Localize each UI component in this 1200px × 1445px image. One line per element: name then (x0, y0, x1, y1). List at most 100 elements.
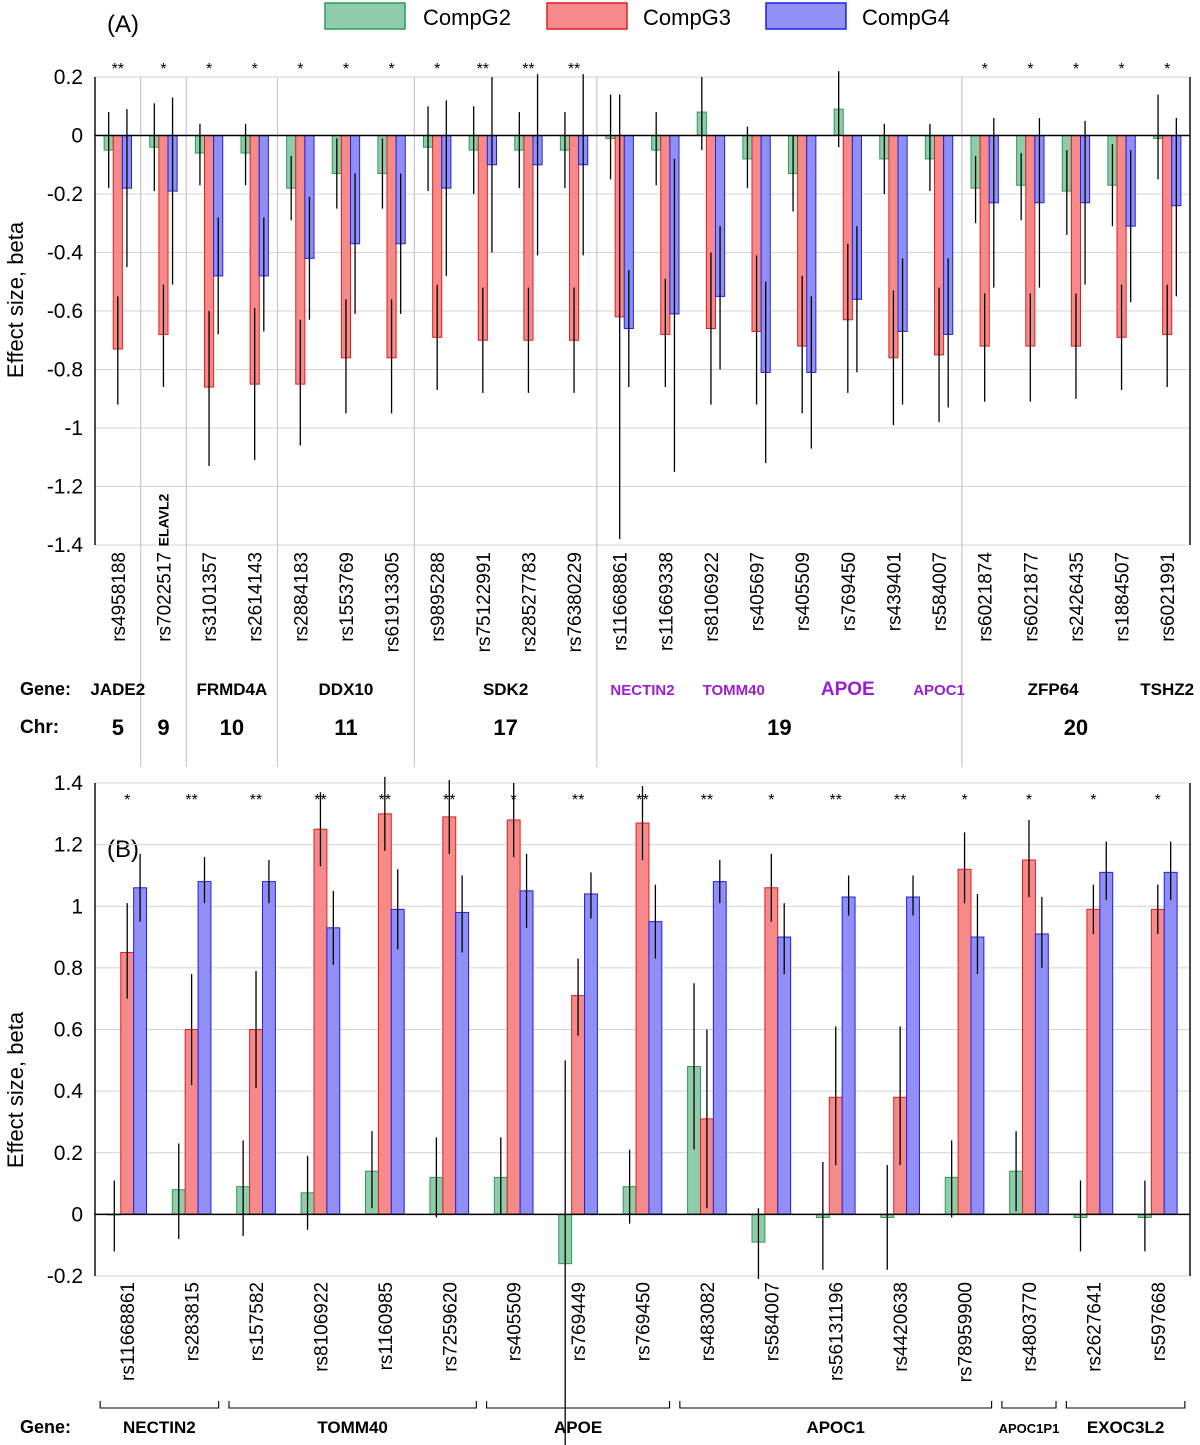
bar-compg4 (1034, 933, 1049, 1215)
y-tick-label: -1.2 (47, 476, 83, 499)
y-tick-label: -0.6 (47, 300, 83, 323)
chromosome-label: 11 (334, 715, 357, 740)
significance-marker: * (252, 61, 258, 78)
significance-marker: ** (250, 792, 262, 809)
gene-label: APOE (554, 1418, 602, 1437)
x-tick-label: rs405509 (505, 1282, 526, 1361)
y-tick-label: -0.2 (47, 183, 83, 206)
x-tick-label: rs6021991 (1158, 552, 1179, 642)
y-tick-label: 0.6 (54, 1019, 83, 1042)
x-tick-label: rs75122991 (474, 552, 495, 652)
panel-a-label: (A) (107, 11, 139, 38)
significance-marker: * (1155, 792, 1161, 809)
x-tick-label: rs597668 (1149, 1282, 1170, 1361)
y-tick-label: -1 (64, 417, 83, 440)
y-tick-label: 0 (71, 125, 83, 148)
x-tick-label: rs11669338 (656, 552, 677, 651)
gene-label: ZFP64 (1028, 680, 1080, 699)
chromosome-label: 20 (1064, 715, 1088, 740)
panel-a-chart: (A) Effect size, beta 0.2 0 -0.2 -0.4 -0.6 -0… (3, 11, 1194, 767)
gene-bracket (1065, 1401, 1186, 1409)
x-tick-label: rs6021877 (1021, 552, 1042, 642)
significance-marker: ** (379, 792, 391, 809)
x-tick-label: rs584007 (762, 1282, 783, 1361)
x-tick-label: rs405697 (748, 552, 769, 631)
bar-compg3 (635, 822, 650, 1215)
panel-b-gene-row-label: Gene: (20, 1417, 71, 1437)
y-tick-label: 0 (71, 1203, 83, 1226)
x-tick-label: rs769450 (839, 552, 860, 631)
bar-compg4 (133, 887, 148, 1215)
significance-marker: ** (830, 792, 842, 809)
chromosome-label: 5 (112, 715, 124, 740)
x-tick-label: rs439401 (884, 552, 905, 631)
significance-marker: * (982, 61, 988, 78)
x-tick-label: rs6021874 (976, 552, 997, 642)
y-tick-label: 0.2 (54, 1142, 83, 1165)
x-tick-label: rs7022517 (154, 552, 175, 642)
y-tick-label: 1.4 (54, 772, 84, 795)
x-tick-label: rs11668861 (611, 552, 632, 651)
panel-b-label: (B) (107, 836, 139, 863)
x-tick-label: rs28527783 (519, 552, 540, 652)
y-tick-label: -0.2 (47, 1265, 83, 1288)
significance-marker: ** (477, 61, 489, 78)
gene-label: APOE (821, 679, 875, 700)
significance-marker: * (1026, 792, 1032, 809)
chromosome-label: 10 (220, 715, 244, 740)
x-tick-label: rs157582 (247, 1282, 268, 1361)
y-tick-label: -0.8 (47, 359, 83, 382)
legend-label-compg3: CompG3 (643, 5, 731, 30)
significance-marker: ** (636, 792, 648, 809)
bar-compg3 (1150, 908, 1165, 1215)
x-tick-label: rs283815 (183, 1282, 204, 1361)
x-tick-label: rs4803770 (1020, 1282, 1041, 1372)
panel-b-y-axis-label: Effect size, beta (3, 1011, 28, 1168)
significance-marker: ** (522, 61, 534, 78)
significance-marker: ** (112, 61, 124, 78)
significance-marker: * (297, 61, 303, 78)
x-tick-label: rs8106922 (702, 552, 723, 642)
gene-label: NECTIN2 (610, 682, 674, 699)
x-tick-label: rs7259620 (440, 1282, 461, 1372)
legend-label-compg2: CompG2 (423, 5, 511, 30)
significance-marker: * (434, 61, 440, 78)
x-tick-label: rs2884183 (291, 552, 312, 642)
gene-bracket (486, 1401, 671, 1409)
bar-compg4 (261, 881, 276, 1215)
x-tick-label: rs76380229 (565, 552, 586, 652)
y-tick-label: 0.8 (54, 957, 83, 980)
x-tick-label: rs56131196 (827, 1282, 848, 1381)
bar-compg4 (326, 927, 341, 1215)
panel-b-chart: (B) Effect size, beta 1.4 1.2 1 0.8 0.6 0.4 0.… (3, 772, 1191, 1445)
legend-swatch-compg2 (324, 2, 406, 30)
x-tick-label: rs3101357 (200, 552, 221, 642)
panel-a-chr-row-label: Chr: (20, 717, 59, 738)
significance-marker: * (961, 792, 967, 809)
significance-marker: * (768, 792, 774, 809)
gene-label: APOC1P1 (999, 1421, 1060, 1436)
x-tick-label: rs769449 (569, 1282, 590, 1361)
bar-compg4 (584, 893, 598, 1215)
bar-compg4 (841, 896, 856, 1215)
bar-compg4 (712, 881, 727, 1215)
panel-a-y-axis-label: Effect size, beta (3, 221, 28, 378)
x-tick-label: rs8106922 (311, 1282, 332, 1372)
legend-swatch-compg4 (765, 2, 847, 30)
significance-marker: ** (443, 792, 455, 809)
x-tick-label: rs1553769 (337, 552, 358, 642)
x-tick-label: rs2426435 (1067, 552, 1088, 642)
gene-label: NECTIN2 (123, 1418, 196, 1437)
y-tick-label: 0.4 (54, 1080, 84, 1103)
gene-bracket (1001, 1401, 1057, 1409)
x-tick-label: rs405509 (793, 552, 814, 631)
gene-bracket (99, 1401, 220, 1409)
bar-compg3 (313, 828, 328, 1215)
bar-compg4 (1163, 871, 1178, 1215)
gene-label: ELAVL2 (155, 493, 171, 546)
gene-label: APOC1 (913, 682, 965, 699)
gene-bracket (228, 1401, 477, 1409)
x-tick-label: rs1160985 (376, 1282, 397, 1370)
panel-a-gene-row-label: Gene: (20, 679, 71, 699)
x-tick-label: rs769450 (634, 1282, 655, 1361)
